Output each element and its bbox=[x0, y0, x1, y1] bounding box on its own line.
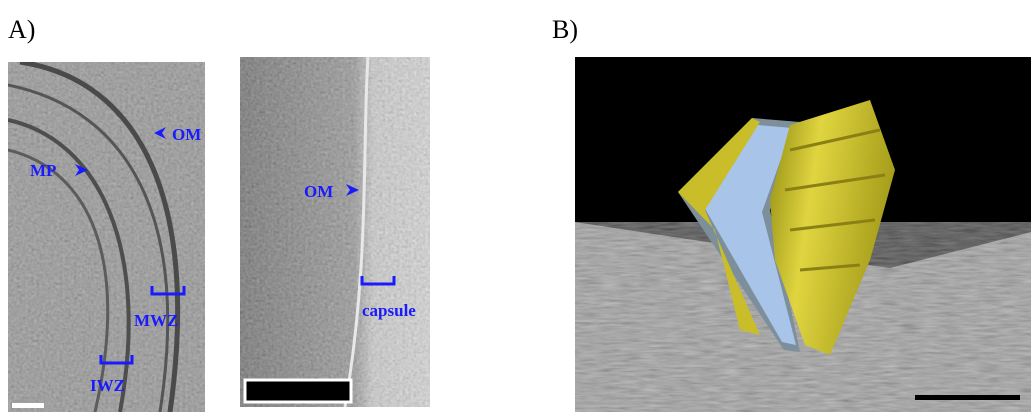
annotation: capsule bbox=[362, 301, 416, 320]
annotation: IWZ bbox=[90, 376, 125, 395]
figure: A) B) OM MP MWZ IWZ OM capsule bbox=[0, 0, 1031, 412]
annotation: MP bbox=[30, 161, 56, 180]
tomogram-render bbox=[575, 57, 1031, 412]
micrograph bbox=[8, 62, 205, 412]
annotation: OM bbox=[304, 182, 333, 201]
panel-label: B) bbox=[552, 15, 578, 44]
panel-label: A) bbox=[8, 15, 35, 44]
annotation: OM bbox=[172, 125, 201, 144]
annotation: MWZ bbox=[134, 311, 178, 330]
micrograph bbox=[240, 57, 430, 407]
